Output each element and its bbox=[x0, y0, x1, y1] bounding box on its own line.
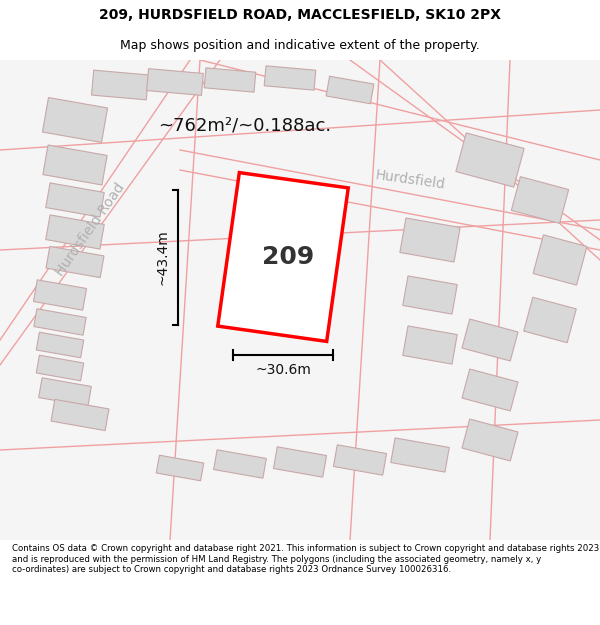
Polygon shape bbox=[92, 70, 148, 100]
Polygon shape bbox=[204, 68, 256, 92]
Polygon shape bbox=[400, 218, 460, 262]
Polygon shape bbox=[51, 399, 109, 431]
Text: 209, HURDSFIELD ROAD, MACCLESFIELD, SK10 2PX: 209, HURDSFIELD ROAD, MACCLESFIELD, SK10… bbox=[99, 8, 501, 22]
Text: ~30.6m: ~30.6m bbox=[255, 362, 311, 376]
Text: Contains OS data © Crown copyright and database right 2021. This information is : Contains OS data © Crown copyright and d… bbox=[12, 544, 599, 574]
Polygon shape bbox=[511, 177, 569, 223]
Polygon shape bbox=[403, 326, 457, 364]
Polygon shape bbox=[403, 276, 457, 314]
Polygon shape bbox=[218, 173, 348, 341]
Text: Hurdsfield Road: Hurdsfield Road bbox=[53, 181, 127, 279]
Polygon shape bbox=[334, 445, 386, 475]
Polygon shape bbox=[43, 145, 107, 185]
Text: 209: 209 bbox=[262, 245, 314, 269]
Polygon shape bbox=[34, 280, 86, 310]
Polygon shape bbox=[43, 98, 107, 142]
Polygon shape bbox=[462, 319, 518, 361]
Polygon shape bbox=[36, 355, 84, 381]
Polygon shape bbox=[38, 378, 91, 406]
Polygon shape bbox=[391, 438, 449, 472]
Polygon shape bbox=[274, 447, 326, 477]
Polygon shape bbox=[326, 76, 374, 104]
Text: Map shows position and indicative extent of the property.: Map shows position and indicative extent… bbox=[120, 39, 480, 51]
Polygon shape bbox=[533, 235, 587, 285]
Polygon shape bbox=[462, 369, 518, 411]
Text: ~43.4m: ~43.4m bbox=[156, 229, 170, 285]
Polygon shape bbox=[214, 450, 266, 478]
Text: ~762m²/~0.188ac.: ~762m²/~0.188ac. bbox=[158, 116, 332, 134]
Polygon shape bbox=[462, 419, 518, 461]
Polygon shape bbox=[264, 66, 316, 90]
Text: Hurdsfield: Hurdsfield bbox=[374, 168, 446, 192]
Polygon shape bbox=[524, 298, 576, 343]
Polygon shape bbox=[146, 69, 203, 96]
Polygon shape bbox=[46, 215, 104, 249]
Polygon shape bbox=[34, 309, 86, 335]
Polygon shape bbox=[456, 133, 524, 187]
Polygon shape bbox=[46, 183, 104, 217]
Polygon shape bbox=[156, 455, 204, 481]
Polygon shape bbox=[36, 332, 84, 357]
Polygon shape bbox=[46, 246, 104, 278]
